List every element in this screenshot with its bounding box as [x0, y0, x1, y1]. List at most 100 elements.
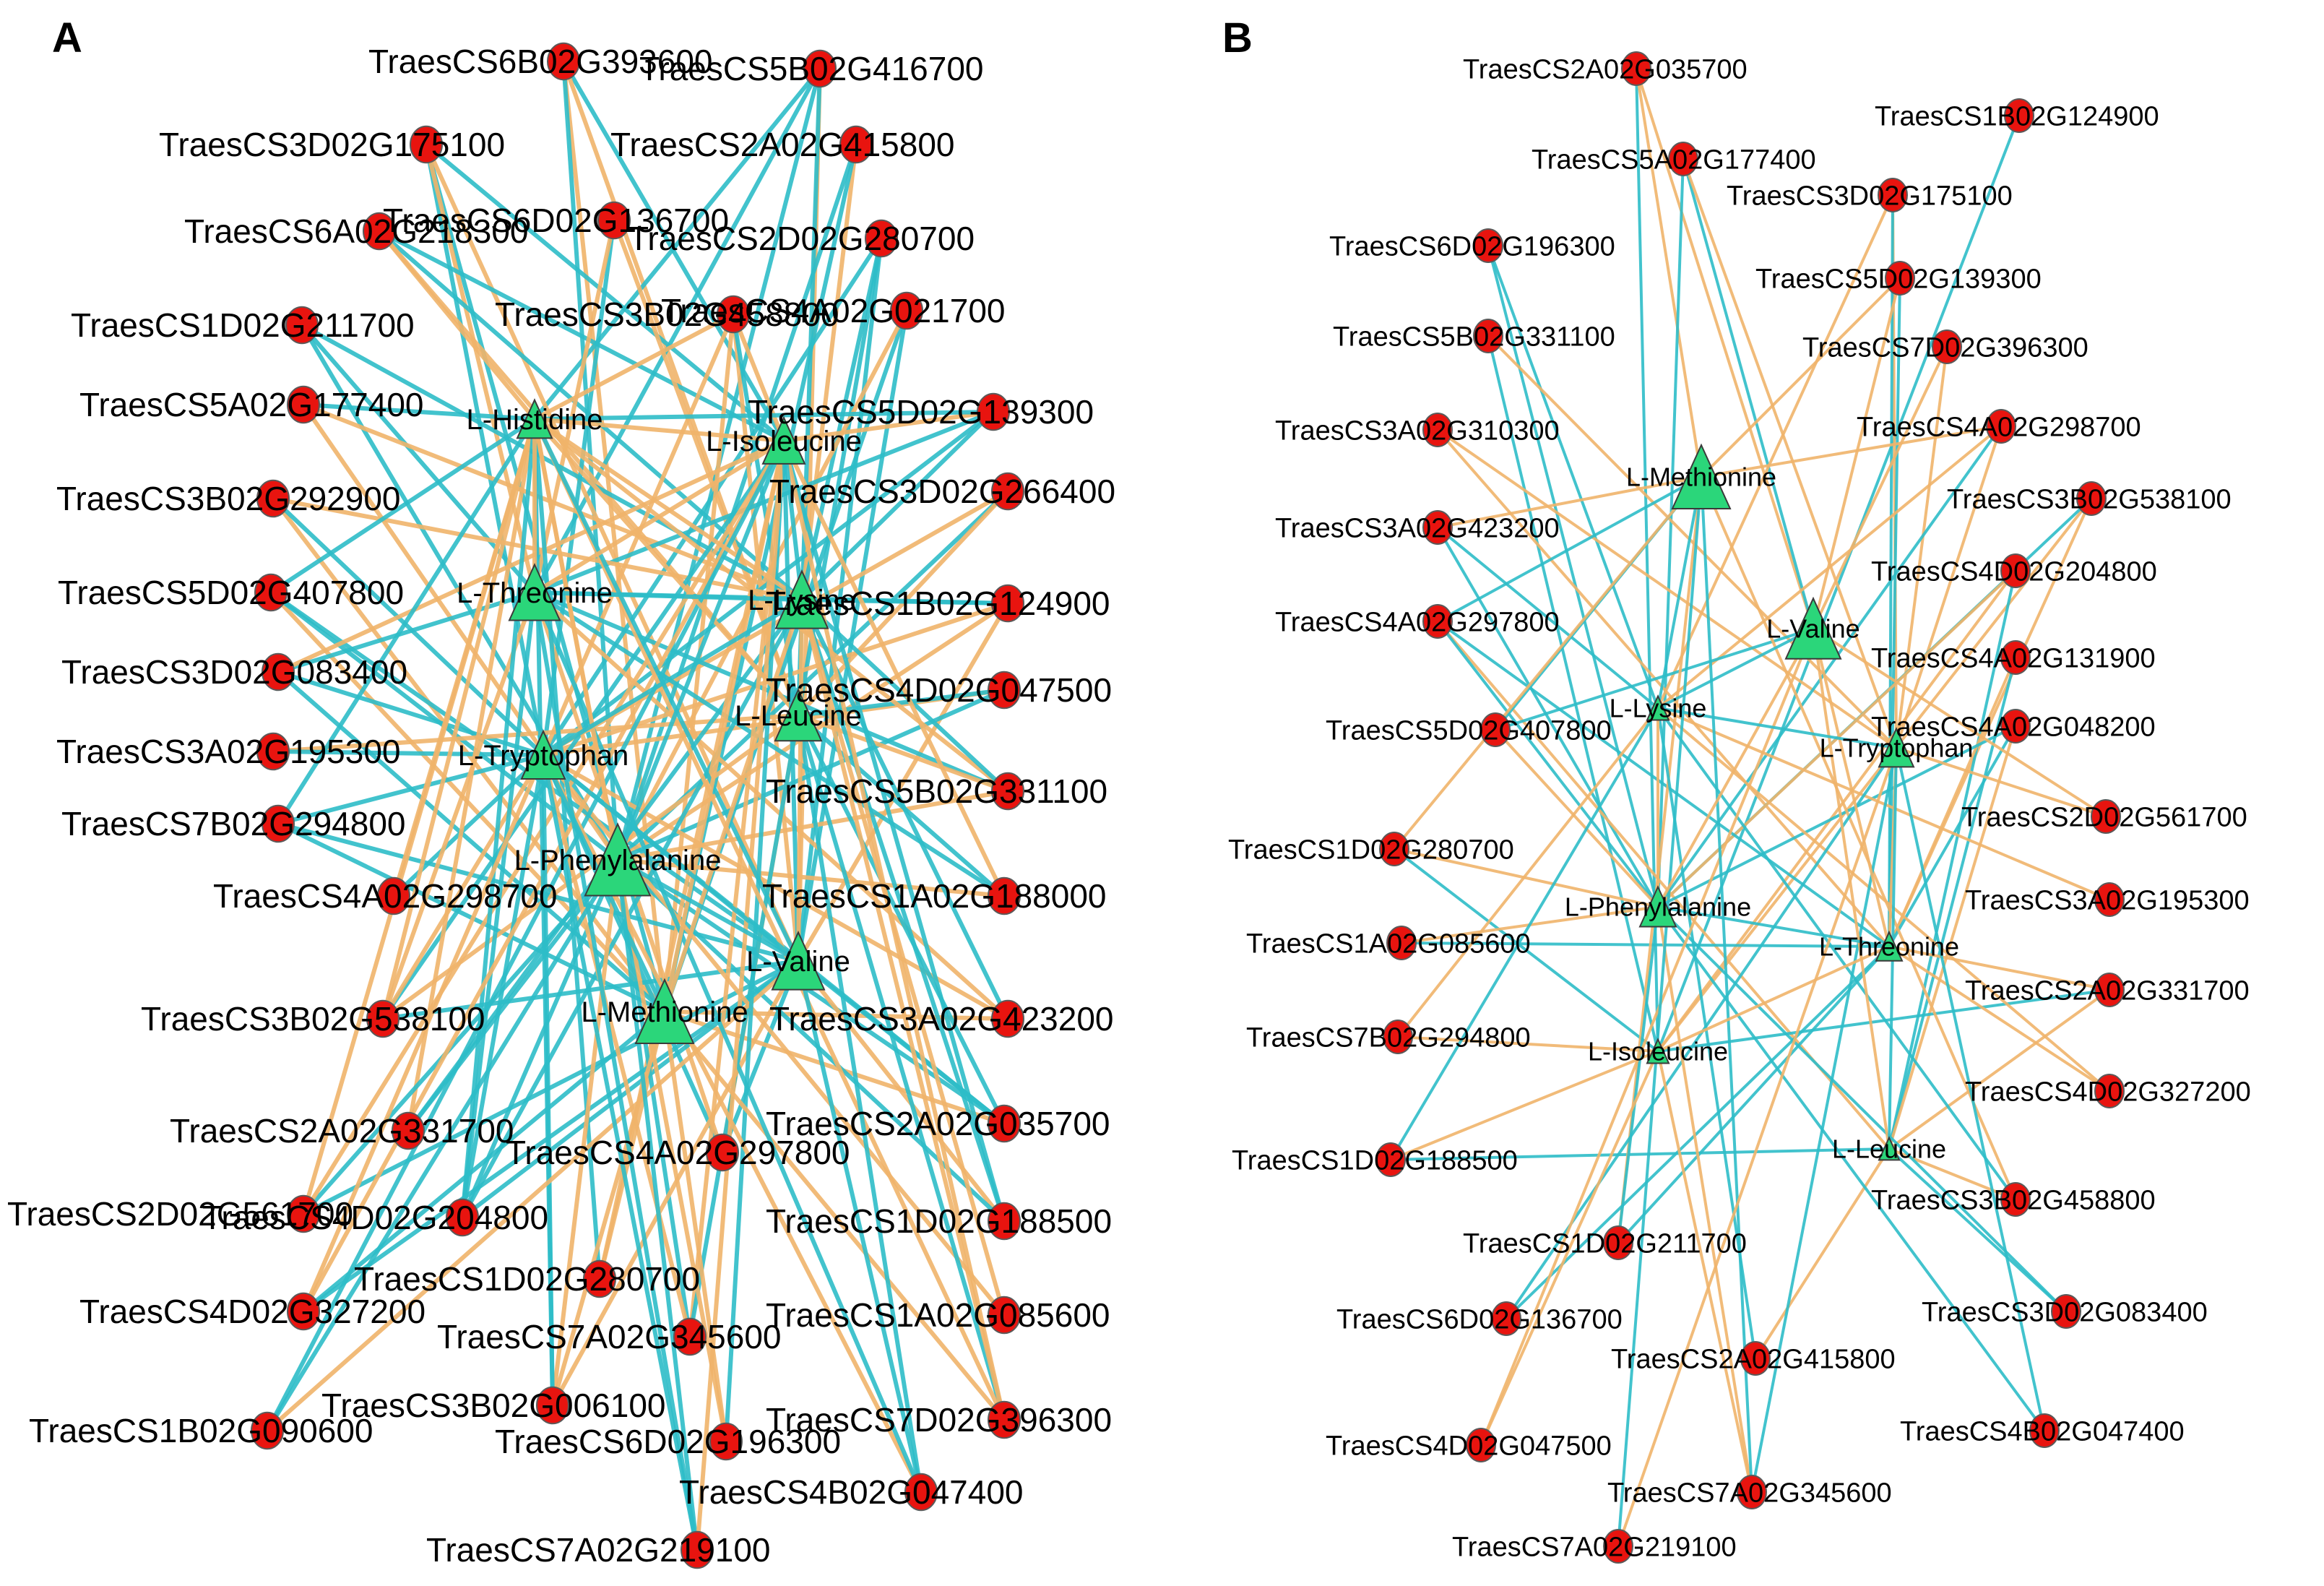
- panel-a-gene-node-traescs3b02g458800: [717, 295, 750, 334]
- panel-a-metabolite-label: L-Threonine: [457, 577, 613, 609]
- panel-b-gene-label: TraesCS5D02G139300: [1755, 264, 2042, 294]
- panel-a-gene-label: TraesCS4A02G298700: [213, 877, 558, 915]
- panel-a-gene-label: TraesCS3D02G175100: [159, 126, 505, 163]
- panel-a-gene-label: TraesCS4D02G204800: [202, 1199, 548, 1236]
- panel-b-gene-label: TraesCS4D02G327200: [1965, 1077, 2251, 1107]
- panel-b-gene-label: TraesCS5B02G331100: [1333, 322, 1615, 352]
- panel-a-metabolite-node-l-valine: [771, 930, 826, 991]
- panel-a-edge-negative: [460, 754, 545, 1218]
- panel-b-edge-negative: [1390, 1147, 1890, 1161]
- panel-a-gene-node-traescs3d02g175100: [410, 125, 443, 164]
- panel-b-gene-node-traescs5d02g407800: [1480, 712, 1511, 747]
- panel-b-metabolite-node-l-methionine: [1671, 443, 1732, 509]
- panel-b-edge-negative: [1617, 476, 1703, 1547]
- panel-b-edge-negative: [1657, 627, 1814, 710]
- panel-a-metabolite-node-l-isoleucine: [761, 415, 806, 465]
- panel-a-edge-negative: [276, 418, 537, 825]
- panel-a-edge-negative: [460, 592, 537, 1218]
- panel-a-edge-positive: [532, 418, 1006, 1421]
- panel-a-edge-negative: [303, 402, 535, 421]
- panel-b-gene-label: TraesCS2D02G561700: [1961, 802, 2247, 832]
- panel-b-edge-positive: [1480, 1051, 1659, 1446]
- panel-a-gene-node-traescs3b02g292900: [256, 479, 290, 518]
- panel-a-edge-negative: [534, 590, 803, 602]
- panel-b-metabolite-node-l-valine: [1784, 596, 1842, 660]
- panel-b-edge-negative: [1495, 627, 1814, 731]
- panel-a-gene-label: TraesCS2A02G035700: [766, 1105, 1110, 1142]
- panel-b-gene-label: TraesCS1A02G085600: [1246, 928, 1531, 959]
- panel-a-gene-node-traescs2d02g280700: [865, 219, 898, 258]
- panel-b-gene-label: TraesCS1D02G211700: [1463, 1228, 1747, 1259]
- panel-a-edge-negative: [378, 229, 785, 443]
- panel-a-edge-positive: [796, 599, 804, 962]
- panel-b-gene-node-traescs1d02g188500: [1375, 1142, 1406, 1177]
- panel-a-gene-node-traescs1d02g280700: [583, 1259, 616, 1298]
- panel-b-gene-label: TraesCS4A02G297800: [1275, 607, 1560, 637]
- panel-a-metabolite-label: L-Isoleucine: [706, 426, 862, 457]
- panel-a-metabolite-label: L-Methionine: [581, 996, 748, 1028]
- panel-a-edge-positive: [782, 439, 1006, 897]
- panel-b-edge-positive: [1656, 569, 2017, 1053]
- panel-a-gene-node-traescs5b02g331100: [991, 772, 1024, 811]
- panel-b-edge-negative: [1505, 945, 1891, 1320]
- panel-a-edge-negative: [272, 749, 544, 757]
- panel-b-metabolite-node-l-phenylalanine: [1638, 885, 1677, 928]
- panel-b-gene-node-traescs7a02g219100: [1603, 1529, 1633, 1564]
- panel-a-label: A: [52, 14, 82, 61]
- panel-b-edge-positive: [1888, 945, 2110, 991]
- panel-b-edge-positive: [1682, 158, 1898, 749]
- panel-a-gene-label: TraesCS6B02G393600: [368, 43, 713, 80]
- panel-a-edge-negative: [301, 858, 620, 1215]
- panel-b-gene-label: TraesCS1B02G124900: [1875, 101, 2159, 132]
- panel-b-gene-node-traescs3b02g458800: [2000, 1182, 2031, 1217]
- panel-b-edge-negative: [1617, 945, 1891, 1244]
- panel-a-gene-node-traescs3b02g006100: [536, 1386, 569, 1425]
- panel-b-gene-label: TraesCS1D02G280700: [1228, 835, 1514, 865]
- panel-a-gene-node-traescs6d02g136700: [597, 201, 631, 240]
- panel-a-metabolite-label: L-Leucine: [735, 700, 862, 732]
- panel-a-gene-node-traescs6a02g218300: [363, 212, 396, 251]
- panel-b-gene-label: TraesCS4B02G047400: [1900, 1416, 2185, 1447]
- panel-a-gene-node-traescs4d02g047500: [988, 671, 1021, 710]
- panel-a-gene-label: TraesCS4B02G047400: [679, 1473, 1024, 1511]
- panel-a-edge-negative: [461, 959, 800, 1220]
- panel-a-edge-positive: [783, 410, 994, 443]
- panel-a-gene-node-traescs4a02g297800: [706, 1133, 739, 1172]
- panel-a-edge-positive: [277, 439, 785, 674]
- panel-b-edge-positive: [1700, 277, 1901, 478]
- panel-b-edge-negative: [1437, 475, 1702, 623]
- panel-b-edge-positive: [1896, 746, 2107, 818]
- panel-a-metabolite-label: L-Tryptophan: [458, 740, 628, 772]
- panel-b-gene-label: TraesCS2A02G415800: [1611, 1344, 1896, 1374]
- panel-a-gene-node-traescs5a02g177400: [287, 385, 320, 424]
- panel-a-edge-positive: [800, 599, 1006, 1316]
- panel-b-gene-label: TraesCS4A02G298700: [1857, 412, 2141, 442]
- panel-b-gene-label: TraesCS1D02G188500: [1232, 1145, 1518, 1176]
- panel-a-metabolite-label: L-Valine: [746, 946, 850, 978]
- panel-b-gene-label: TraesCS3A02G423200: [1275, 513, 1560, 543]
- panel-b-gene-label: TraesCS4A02G131900: [1871, 643, 2156, 673]
- panel-a-metabolite-label: L-Phenylalanine: [514, 845, 722, 876]
- panel-b-edge-positive: [1895, 346, 1948, 749]
- panel-a-edge-negative: [460, 598, 804, 1219]
- panel-a-edge-positive: [796, 960, 1006, 1223]
- panel-a-edge-negative: [277, 670, 666, 1014]
- panel-a-edge-negative: [688, 715, 800, 1337]
- panel-a-edge-positive: [662, 599, 804, 1012]
- panel-a-gene-node-traescs6d02g196300: [709, 1422, 743, 1461]
- panel-a-gene-label: TraesCS3A02G195300: [56, 733, 401, 770]
- panel-b-gene-node-traescs4a02g048200: [2000, 709, 2031, 744]
- panel-a-gene-node-traescs5d02g407800: [254, 573, 288, 612]
- panel-a-gene-label: TraesCS3D02G083400: [61, 653, 407, 691]
- panel-a-gene-node-traescs2d02g561700: [287, 1194, 320, 1233]
- panel-a-gene-label: TraesCS2A02G415800: [610, 126, 955, 163]
- panel-a-gene-label: TraesCS3B02G538100: [141, 1000, 485, 1038]
- panel-a-gene-node-traescs7a02g345600: [673, 1317, 707, 1356]
- panel-a-edge-positive: [662, 1010, 1006, 1421]
- panel-b-edge-positive: [1635, 68, 1703, 478]
- panel-a-edge-positive: [688, 440, 786, 1337]
- panel-a-metabolite-node-l-histidine: [516, 398, 553, 439]
- panel-a-gene-node-traescs1a02g085600: [988, 1296, 1021, 1335]
- panel-b-gene-label: TraesCS7B02G294800: [1246, 1022, 1531, 1053]
